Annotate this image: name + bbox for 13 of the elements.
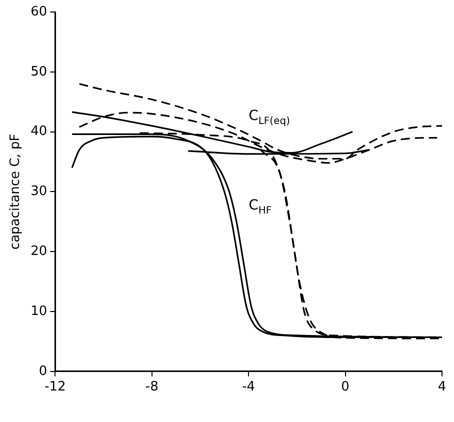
x-tick-label: 4 <box>438 380 446 395</box>
x-tick-label: -8 <box>145 380 158 395</box>
x-tick-label: -4 <box>242 380 256 395</box>
y-tick-label: 20 <box>30 244 48 259</box>
y-tick-label: 0 <box>38 364 48 379</box>
y-tick-label: 40 <box>30 124 48 140</box>
x-tick-label: 0 <box>341 380 350 395</box>
y-axis-title: capacitance C, pF <box>8 134 24 250</box>
y-tick-label: 10 <box>30 304 48 319</box>
y-tick-label: 50 <box>30 64 48 80</box>
y-tick-label: 60 <box>30 4 48 20</box>
y-tick-label: 30 <box>30 184 48 200</box>
x-tick-label: -12 <box>44 380 66 395</box>
